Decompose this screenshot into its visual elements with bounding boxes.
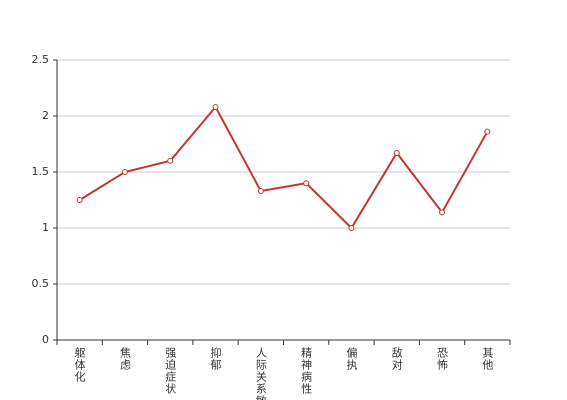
point	[484, 128, 491, 135]
x-tick-label: 偏执	[345, 346, 358, 371]
point	[167, 157, 174, 164]
x-tick-label: 抑郁	[209, 346, 222, 371]
x-tick-label: 精神病性	[300, 347, 313, 395]
x-tick-label: 强迫症状	[164, 347, 177, 395]
point	[439, 209, 446, 216]
y-tick-label: 0.5	[32, 277, 50, 290]
y-tick-label: 2	[42, 109, 49, 122]
point	[76, 197, 83, 203]
x-tick-label: 躯体化	[73, 347, 86, 383]
x-tick-label: 敌对	[390, 346, 403, 371]
y-tick-label: 0	[42, 333, 49, 346]
point	[303, 180, 310, 187]
x-tick-label: 其他	[481, 347, 494, 371]
point	[121, 169, 128, 175]
point	[212, 104, 219, 111]
y-tick-label: 2.5	[32, 53, 50, 66]
y-tick-label: 1	[42, 221, 49, 234]
point	[348, 225, 355, 231]
point	[257, 188, 264, 195]
x-tick-label: 人际关系敏感	[254, 347, 267, 400]
x-tick-label: 恐怖	[436, 347, 449, 371]
point	[393, 149, 400, 156]
line	[79, 105, 489, 230]
x-tick-label: 焦虑	[118, 347, 131, 371]
y-tick-label: 1.5	[32, 165, 50, 178]
